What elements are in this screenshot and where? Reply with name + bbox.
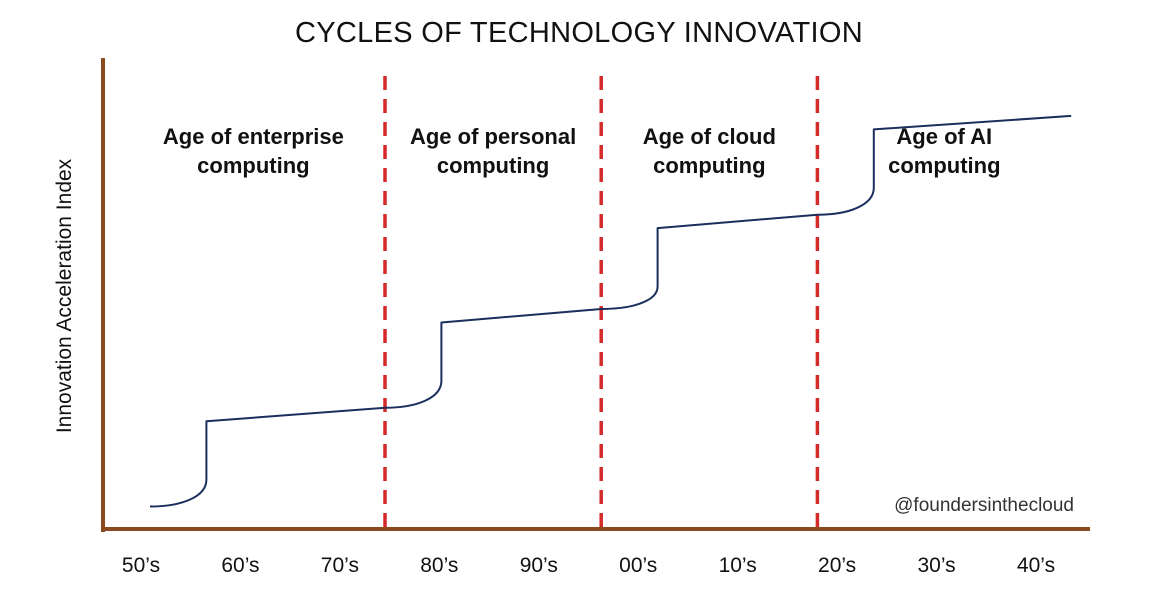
x-tick-labels: 50’s 60’s 70’s 80’s 90’s 00’s 10’s 20’s 30’s 40’s [122, 554, 1055, 577]
y-axis-label: Innovation Acceleration Index [53, 158, 76, 433]
x-tick-label: 10’s [719, 554, 757, 577]
era-label-line: Age of enterprise [163, 124, 344, 149]
x-tick-label: 60’s [221, 554, 259, 577]
era-label-line: computing [653, 153, 765, 178]
x-tick-label: 30’s [917, 554, 955, 577]
era-dividers [383, 76, 820, 529]
x-tick-label: 70’s [321, 554, 359, 577]
era-label-4: Age of AI computing [888, 124, 1000, 178]
x-tick-label: 80’s [420, 554, 458, 577]
era-label-line: computing [437, 153, 549, 178]
chart-title: CYCLES OF TECHNOLOGY INNOVATION [295, 17, 863, 49]
watermark: @foundersinthecloud [894, 495, 1074, 516]
era-label-2: Age of personal computing [410, 124, 576, 178]
era-label-line: computing [888, 153, 1000, 178]
series-line-1 [149, 114, 1072, 508]
x-tick-label: 20’s [818, 554, 856, 577]
x-tick-label: 00’s [619, 554, 657, 577]
era-label-line: computing [197, 153, 309, 178]
x-tick-label: 90’s [520, 554, 558, 577]
x-tick-label: 40’s [1017, 554, 1055, 577]
era-label-3: Age of cloud computing [643, 124, 776, 178]
era-label-line: Age of AI [896, 124, 992, 149]
era-label-1: Age of enterprise computing [163, 124, 344, 178]
x-tick-label: 50’s [122, 554, 160, 577]
axes [101, 58, 1090, 532]
era-label-line: Age of cloud [643, 124, 776, 149]
era-label-line: Age of personal [410, 124, 576, 149]
series-line-layer [149, 114, 1072, 508]
